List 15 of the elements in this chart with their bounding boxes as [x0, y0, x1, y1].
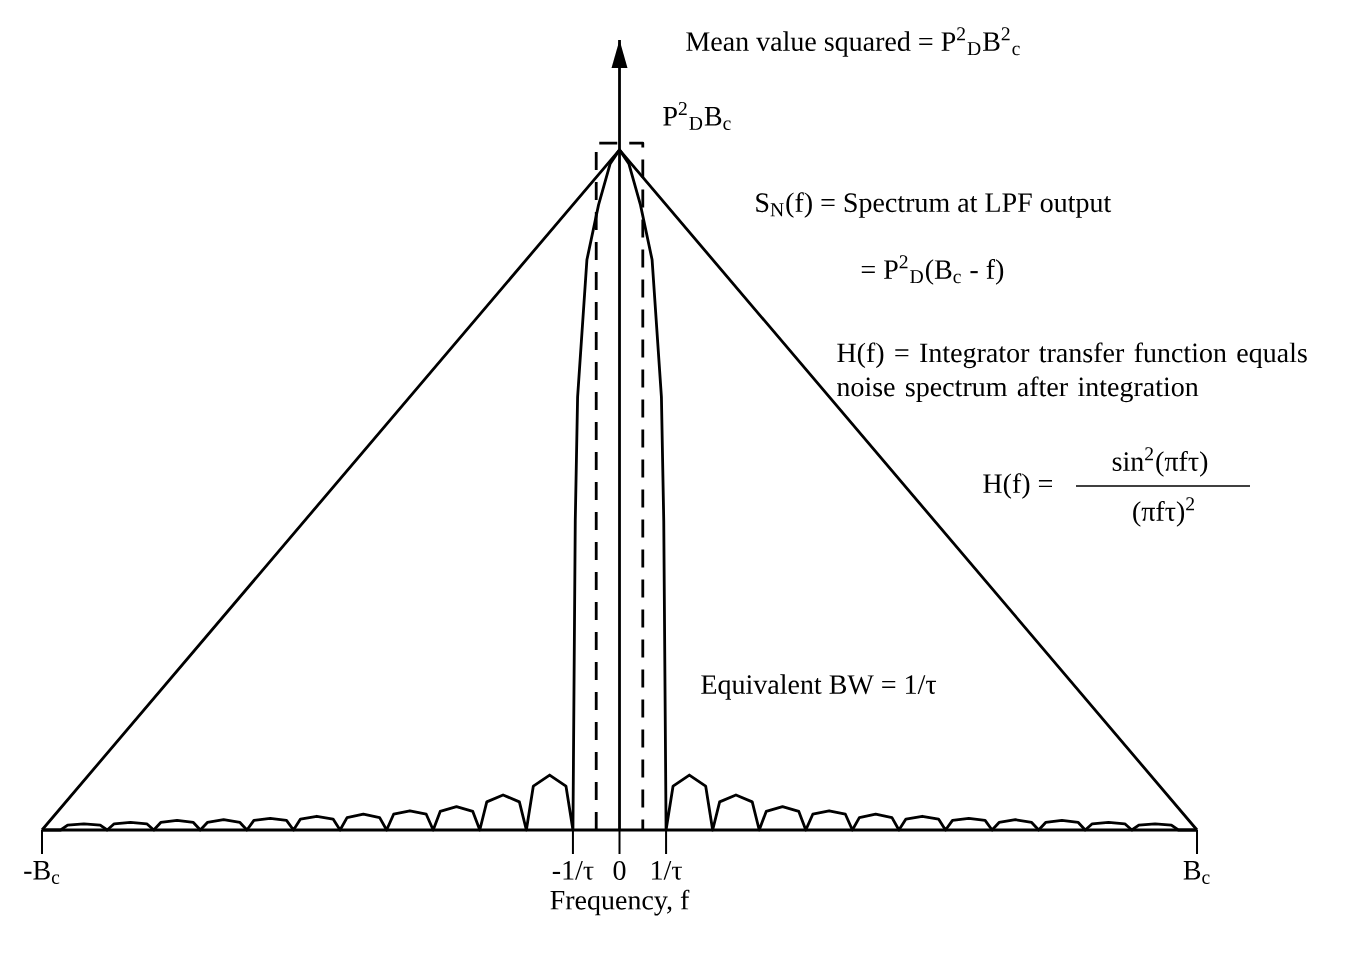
annotation: H(f) = Integrator transfer function equals noise spectrum after integration	[837, 342, 1307, 403]
annotation: Equivalent BW = 1/τ	[701, 674, 937, 700]
x-tick-label: B$_{c}$	[1183, 861, 1210, 884]
x-tick-label: -B$_{c}$	[24, 861, 60, 884]
text: P$^{2}$$_{D}$B$_{c}$	[663, 102, 731, 130]
text: Mean value squared = P$^{2}$$_{D}$B$^{2}$c	[686, 27, 1020, 57]
x-tick-label: 0	[613, 861, 626, 880]
x-axis-title: Frequency, f	[550, 889, 690, 916]
annotation: H(f) =	[983, 473, 1052, 499]
annotation: S$_{N}$(f) = Spectrum at LPF output	[756, 192, 1112, 218]
annotation: = P$^{2}$$_{D}$(B$_{c}$ - f)	[861, 255, 1004, 285]
annotation: (πfτ)$^{2}$	[1133, 497, 1195, 527]
annotation: sin$^{2}$(πfτ)	[1112, 447, 1208, 477]
x-tick-label: -1/τ	[552, 861, 594, 880]
x-tick-label: 1/τ	[652, 861, 682, 880]
